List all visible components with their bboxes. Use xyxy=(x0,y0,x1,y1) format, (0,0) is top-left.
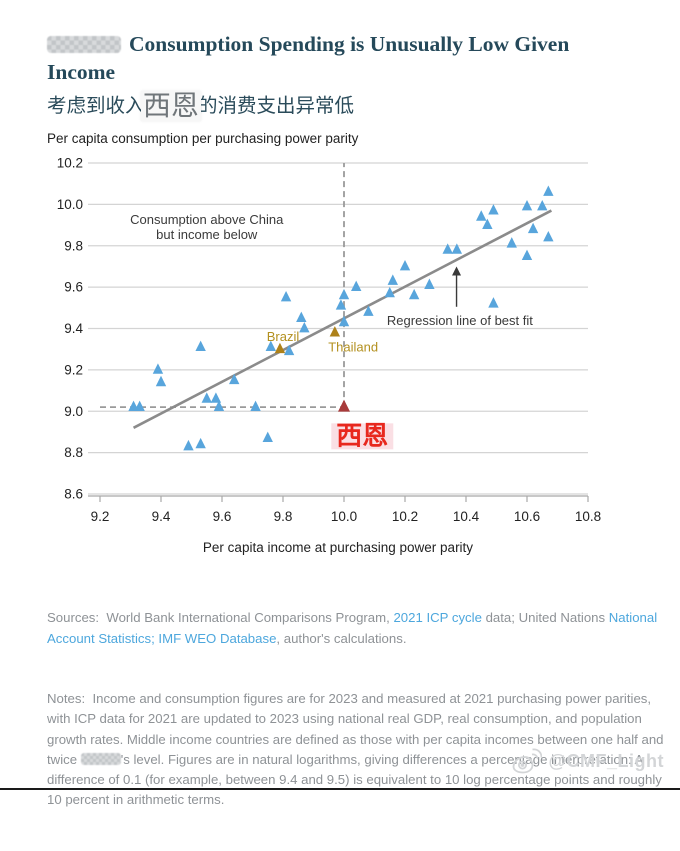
data-point-countries_blue xyxy=(210,392,222,403)
chart-y-axis-title: Per capita consumption per purchasing po… xyxy=(47,131,359,146)
data-point-countries_blue xyxy=(201,392,212,403)
data-point-countries_blue xyxy=(351,280,362,292)
x-tick-label: 10.8 xyxy=(575,509,601,524)
watermark-handle: @CMF_Light xyxy=(548,750,664,771)
data-point-countries_blue xyxy=(183,439,194,451)
subtitle-censor-overlay: 西恩 xyxy=(140,90,201,121)
source-link[interactable]: IMF WEO Database xyxy=(158,630,277,646)
data-point-countries_blue xyxy=(442,243,453,254)
x-tick-label: 10.0 xyxy=(331,509,357,524)
y-tick-label: 9.8 xyxy=(64,238,83,253)
chart-annotation: Consumption above China xyxy=(130,212,284,227)
footer-text: Notes: Income and consumption figures ar… xyxy=(47,691,668,767)
page: Consumption Spending is Unusually Low Gi… xyxy=(0,30,680,807)
x-tick-label: 10.4 xyxy=(453,509,480,524)
y-tick-label: 8.6 xyxy=(64,487,83,502)
data-point-countries_blue xyxy=(338,315,350,327)
data-point-countries_blue xyxy=(152,363,164,374)
data-point-countries_blue xyxy=(384,286,395,298)
footer: Sources: World Bank International Compar… xyxy=(47,568,667,851)
x-axis-title: Per capita income at purchasing power pa… xyxy=(203,540,473,555)
data-point-countries_blue xyxy=(262,431,273,443)
data-point-countries_blue xyxy=(283,344,295,356)
data-point-countries_blue xyxy=(134,400,145,412)
footer-sources: Sources: World Bank International Compar… xyxy=(47,608,667,648)
data-point-countries_blue xyxy=(363,305,374,316)
data-point-countries_blue xyxy=(250,400,261,412)
data-point-countries_blue xyxy=(213,400,225,412)
data-point-countries_blue xyxy=(387,274,398,285)
data-point-countries_blue xyxy=(476,210,487,221)
page-title-text: Consumption Spending is Unusually Low Gi… xyxy=(47,32,570,84)
data-point-countries_blue xyxy=(482,218,493,229)
scatter-chart: 8.6 8.8 9.0 9.2 9.4 9.6 9.8 10.0 10.2 9.2 9.4 9.6 9.… xyxy=(57,156,601,556)
data-point-countries_blue xyxy=(338,288,350,300)
source-link[interactable]: 2021 ICP cycle xyxy=(393,610,482,626)
data-point-countries_blue xyxy=(527,222,539,234)
x-tick-label: 10.6 xyxy=(514,509,540,524)
y-tick-label: 10.2 xyxy=(57,156,83,171)
data-point-countries_blue xyxy=(424,278,435,289)
chart-annotation: but income below xyxy=(156,227,258,242)
point-label-thailand: Thailand xyxy=(328,339,378,354)
chart-annotation: Regression line of best fit xyxy=(387,313,533,328)
data-point-countries_blue xyxy=(399,259,411,271)
data-point-countries_blue xyxy=(488,204,499,215)
data-point-thailand xyxy=(329,326,341,337)
x-tick-label: 10.2 xyxy=(392,509,418,524)
point-label-highlight_red: 西恩 xyxy=(336,420,388,450)
source-link[interactable]: National Account Statistics; xyxy=(47,610,661,646)
data-point-countries_blue xyxy=(408,288,420,300)
footer-text: , author's calculations. xyxy=(276,630,407,646)
y-tick-label: 10.0 xyxy=(57,197,83,212)
y-tick-label: 9.0 xyxy=(64,404,83,419)
point-label-brazil: Brazil xyxy=(267,329,300,344)
page-title: Consumption Spending is Unusually Low Gi… xyxy=(47,30,632,86)
bottom-edge-line xyxy=(0,788,680,790)
watermark: @CMF_Light xyxy=(512,748,664,774)
subtitle-suffix: 的消费支出异常低 xyxy=(197,95,354,117)
data-point-countries_blue xyxy=(521,249,533,260)
data-point-countries_blue xyxy=(521,199,533,211)
data-point-highlight_red xyxy=(338,399,350,412)
footer-text: Sources: World Bank International Compar… xyxy=(47,610,394,626)
x-tick-label: 9.2 xyxy=(91,509,110,524)
data-point-countries_blue xyxy=(543,185,554,196)
data-point-countries_blue xyxy=(451,243,463,254)
weibo-icon xyxy=(513,748,543,774)
subtitle-prefix: 考虑到收入, xyxy=(47,95,150,117)
data-point-countries_blue xyxy=(195,437,206,449)
data-point-countries_blue xyxy=(229,373,240,385)
x-tick-label: 9.8 xyxy=(274,509,293,524)
y-tick-label: 8.8 xyxy=(64,445,83,460)
data-point-countries_blue xyxy=(265,340,276,352)
data-point-countries_blue xyxy=(335,299,347,310)
data-point-countries_blue xyxy=(280,290,292,302)
y-tick-label: 9.4 xyxy=(64,321,83,336)
data-point-countries_blue xyxy=(543,230,554,242)
data-point-brazil xyxy=(274,342,286,354)
annotation-arrow-head xyxy=(452,266,462,276)
footer-text: data; United Nations xyxy=(481,610,609,626)
data-point-countries_blue xyxy=(155,375,167,387)
data-point-countries_blue xyxy=(506,237,517,248)
data-point-countries_blue xyxy=(296,311,307,323)
y-tick-label: 9.2 xyxy=(64,362,83,377)
x-tick-label: 9.6 xyxy=(213,509,232,524)
page-subtitle: 考虑到收入,西恩的消费支出异常低 xyxy=(47,88,647,121)
footer-notes: Notes: Income and consumption figures ar… xyxy=(47,689,667,810)
data-point-countries_blue xyxy=(488,297,499,308)
x-tick-label: 9.4 xyxy=(152,509,171,524)
censored-word-block xyxy=(47,36,121,53)
censored-word-inline xyxy=(80,752,121,765)
data-point-countries_blue xyxy=(299,322,310,333)
data-point-countries_blue xyxy=(537,199,548,211)
label-highlight xyxy=(331,423,394,450)
data-point-countries_blue xyxy=(195,340,206,352)
y-tick-label: 9.6 xyxy=(64,280,83,295)
